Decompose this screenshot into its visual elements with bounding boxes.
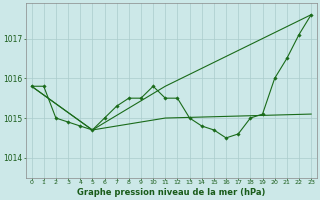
X-axis label: Graphe pression niveau de la mer (hPa): Graphe pression niveau de la mer (hPa) (77, 188, 266, 197)
